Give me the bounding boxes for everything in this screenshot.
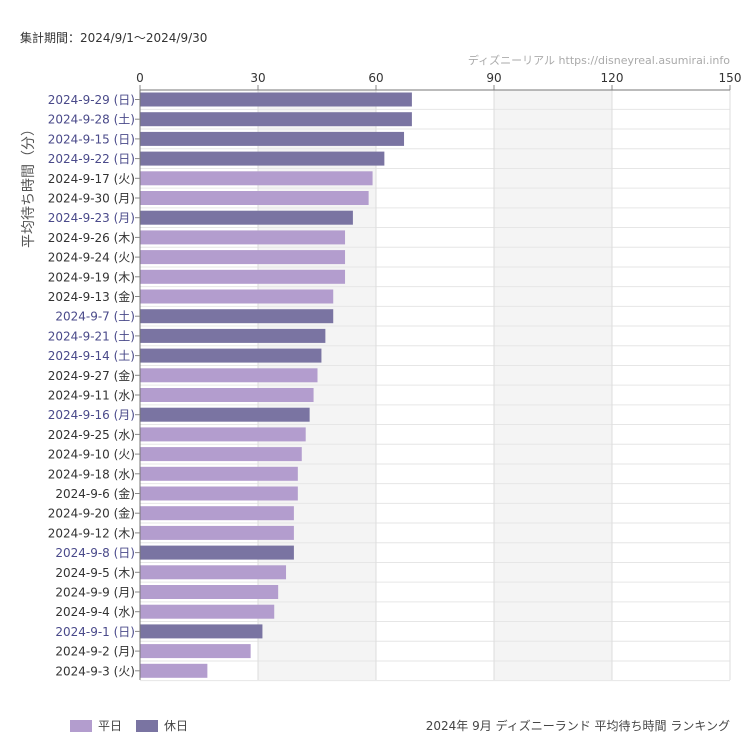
bar xyxy=(140,525,294,540)
category-label: 2024-9-30 (月) xyxy=(48,192,135,206)
category-label: 2024-9-3 (火) xyxy=(55,664,135,678)
category-label: 2024-9-26 (木) xyxy=(48,231,135,245)
bar xyxy=(140,230,346,245)
bar xyxy=(140,624,263,639)
bar xyxy=(140,250,346,265)
category-label: 2024-9-6 (金) xyxy=(55,486,135,501)
source-credit: ディズニーリアル https://disneyreal.asumirai.inf… xyxy=(467,54,730,67)
bar xyxy=(140,269,346,284)
category-label: 2024-9-5 (木) xyxy=(55,566,135,580)
bar xyxy=(140,644,251,659)
legend-label-weekday: 平日 xyxy=(98,719,123,733)
legend: 平日 休日 xyxy=(70,717,202,734)
legend-label-holiday: 休日 xyxy=(164,719,189,733)
bar xyxy=(140,447,302,462)
legend-swatch-holiday xyxy=(136,719,159,732)
category-label: 2024-9-13 (金) xyxy=(48,289,135,304)
bar xyxy=(140,92,412,107)
category-label: 2024-9-17 (火) xyxy=(48,172,135,186)
bar xyxy=(140,368,318,383)
bar xyxy=(140,545,294,560)
bar xyxy=(140,565,287,580)
bar xyxy=(140,131,405,146)
category-label: 2024-9-27 (金) xyxy=(48,368,135,383)
category-label: 2024-9-12 (木) xyxy=(48,526,135,540)
category-label: 2024-9-28 (土) xyxy=(48,113,135,127)
bar xyxy=(140,328,326,343)
bar xyxy=(140,191,369,205)
bar xyxy=(140,171,373,186)
category-label: 2024-9-8 (日) xyxy=(55,546,135,560)
aggregation-period: 集計期間：2024/9/1～2024/9/30 xyxy=(20,31,208,45)
bar xyxy=(140,604,275,619)
legend-item-weekday: 平日 xyxy=(70,717,122,734)
y-axis-label: 平均待ち時間（分） xyxy=(21,122,37,248)
category-label: 2024-9-19 (木) xyxy=(48,270,135,284)
bar xyxy=(140,151,385,166)
bar xyxy=(140,466,298,481)
category-label: 2024-9-14 (土) xyxy=(48,349,135,363)
bar xyxy=(140,663,208,678)
category-label: 2024-9-4 (水) xyxy=(55,605,135,619)
bar xyxy=(140,506,294,521)
bar xyxy=(140,309,334,324)
bar xyxy=(140,388,314,402)
category-label: 2024-9-15 (日) xyxy=(48,132,135,146)
category-label: 2024-9-16 (月) xyxy=(48,408,135,422)
category-label: 2024-9-24 (火) xyxy=(48,251,135,265)
bar xyxy=(140,585,279,599)
category-label: 2024-9-1 (日) xyxy=(55,625,135,639)
bar xyxy=(140,348,322,363)
category-label: 2024-9-20 (金) xyxy=(48,506,135,521)
category-label: 2024-9-10 (火) xyxy=(48,448,135,462)
legend-item-holiday: 休日 xyxy=(136,717,188,734)
x-tick-label: 90 xyxy=(486,71,501,85)
category-label: 2024-9-2 (月) xyxy=(55,645,135,659)
category-label: 2024-9-25 (水) xyxy=(48,428,135,442)
category-label: 2024-9-21 (土) xyxy=(48,329,135,343)
chart-caption: 2024年 9月 ディズニーランド 平均待ち時間 ランキング xyxy=(425,719,730,733)
bar xyxy=(140,210,353,225)
category-label: 2024-9-18 (水) xyxy=(48,467,135,481)
x-tick-label: 0 xyxy=(136,71,144,85)
bar xyxy=(140,407,310,422)
x-tick-label: 30 xyxy=(250,71,265,85)
category-label: 2024-9-7 (土) xyxy=(55,310,135,324)
x-tick-label: 60 xyxy=(368,71,383,85)
bar xyxy=(140,112,412,127)
bar xyxy=(140,427,306,442)
legend-swatch-weekday xyxy=(70,719,92,732)
x-tick-label: 120 xyxy=(601,71,624,85)
bar xyxy=(140,289,334,304)
category-label: 2024-9-22 (日) xyxy=(48,152,135,166)
category-label: 2024-9-11 (水) xyxy=(48,389,135,403)
category-label: 2024-9-23 (月) xyxy=(48,211,135,225)
category-label: 2024-9-9 (月) xyxy=(55,586,135,600)
x-tick-label: 150 xyxy=(719,71,742,85)
bar xyxy=(140,486,298,501)
category-label: 2024-9-29 (日) xyxy=(48,93,135,107)
